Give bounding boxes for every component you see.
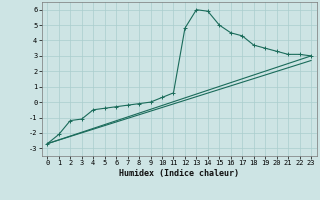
X-axis label: Humidex (Indice chaleur): Humidex (Indice chaleur) — [119, 169, 239, 178]
